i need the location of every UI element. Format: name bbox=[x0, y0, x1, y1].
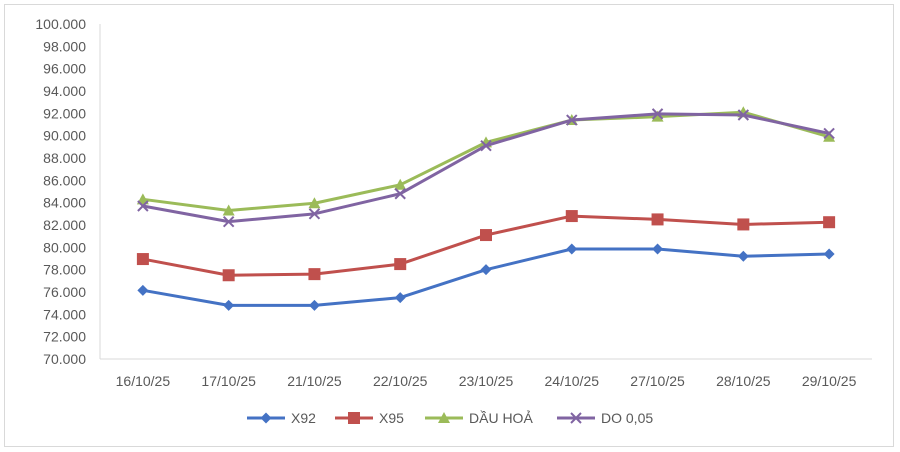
data-point bbox=[823, 130, 836, 142]
data-point bbox=[136, 253, 149, 266]
legend-entry: X92 bbox=[247, 410, 316, 426]
series-line bbox=[141, 112, 831, 224]
y-tick-label: 88.000 bbox=[43, 150, 86, 166]
x-tick-label: 28/10/25 bbox=[716, 373, 771, 389]
x-tick-label: 16/10/25 bbox=[116, 373, 171, 389]
data-point bbox=[308, 268, 321, 281]
data-point bbox=[480, 140, 492, 152]
data-point bbox=[394, 188, 406, 200]
data-point bbox=[480, 264, 492, 276]
data-point bbox=[566, 114, 578, 126]
data-point bbox=[566, 243, 578, 255]
data-point bbox=[823, 216, 836, 229]
y-tick-label: 80.000 bbox=[43, 239, 86, 255]
data-point bbox=[137, 284, 149, 296]
y-tick-label: 70.000 bbox=[43, 351, 86, 367]
legend-entry: DẦU HOẢ bbox=[425, 410, 533, 426]
y-tick-label: 72.000 bbox=[43, 329, 86, 345]
y-tick-label: 84.000 bbox=[43, 195, 86, 211]
legend-entry: X95 bbox=[335, 410, 404, 426]
series-line bbox=[141, 247, 831, 307]
y-tick-label: 98.000 bbox=[43, 38, 86, 54]
data-point bbox=[651, 213, 664, 226]
legend-marker bbox=[438, 412, 450, 423]
x-tick-label: 22/10/25 bbox=[373, 373, 428, 389]
data-point bbox=[308, 208, 321, 220]
data-point bbox=[308, 197, 321, 209]
data-point bbox=[308, 299, 320, 311]
data-point bbox=[651, 108, 664, 120]
legend-label: X92 bbox=[291, 410, 316, 426]
series-x92 bbox=[137, 243, 835, 311]
y-tick-label: 74.000 bbox=[43, 306, 86, 322]
y-tick-label: 96.000 bbox=[43, 61, 86, 77]
data-point bbox=[737, 109, 750, 121]
data-point bbox=[137, 200, 149, 212]
y-tick-label: 82.000 bbox=[43, 217, 86, 233]
series-group bbox=[136, 106, 836, 311]
series-line bbox=[141, 110, 831, 212]
x-tick-label: 23/10/25 bbox=[459, 373, 514, 389]
y-tick-label: 78.000 bbox=[43, 262, 86, 278]
data-point bbox=[823, 127, 835, 140]
legend-entry: DO 0,05 bbox=[557, 410, 653, 426]
series-do-0-05 bbox=[137, 108, 835, 228]
data-point bbox=[480, 229, 492, 242]
legend-label: DO 0,05 bbox=[601, 410, 653, 426]
x-tick-label: 24/10/25 bbox=[545, 373, 600, 389]
data-point bbox=[223, 299, 235, 311]
data-point bbox=[394, 258, 407, 271]
data-point bbox=[737, 250, 749, 262]
series-x95 bbox=[136, 210, 836, 282]
data-point bbox=[394, 292, 406, 304]
data-point bbox=[222, 269, 235, 282]
data-point bbox=[394, 178, 407, 190]
data-point bbox=[737, 218, 750, 231]
y-tick-label: 76.000 bbox=[43, 284, 86, 300]
x-tick-label: 29/10/25 bbox=[802, 373, 857, 389]
data-point bbox=[651, 110, 664, 122]
data-point bbox=[565, 210, 578, 223]
legend-label: X95 bbox=[379, 410, 404, 426]
data-point bbox=[136, 193, 149, 205]
legend-label: DẦU HOẢ bbox=[469, 410, 533, 426]
data-point bbox=[222, 204, 235, 216]
y-tick-label: 92.000 bbox=[43, 105, 86, 121]
x-tick-label: 27/10/25 bbox=[630, 373, 685, 389]
y-tick-label: 94.000 bbox=[43, 83, 86, 99]
data-point bbox=[823, 248, 835, 260]
y-tick-label: 90.000 bbox=[43, 128, 86, 144]
legend-marker bbox=[260, 412, 272, 424]
x-tick-label: 17/10/25 bbox=[201, 373, 256, 389]
x-tick-label: 21/10/25 bbox=[287, 373, 342, 389]
legend: X92 X95 DẦU HOẢ DO 0,05 bbox=[247, 410, 653, 426]
legend-marker bbox=[570, 412, 582, 424]
axes-group: 70.000 72.000 74.000 76.000 78.000 80.000 82.0… bbox=[35, 16, 872, 389]
y-tick-label: 100.000 bbox=[35, 16, 86, 32]
y-tick-label: 86.000 bbox=[43, 172, 86, 188]
series-d-u-ho- bbox=[136, 106, 836, 216]
data-point bbox=[652, 243, 664, 255]
data-point bbox=[222, 215, 235, 228]
legend-marker bbox=[348, 412, 360, 424]
